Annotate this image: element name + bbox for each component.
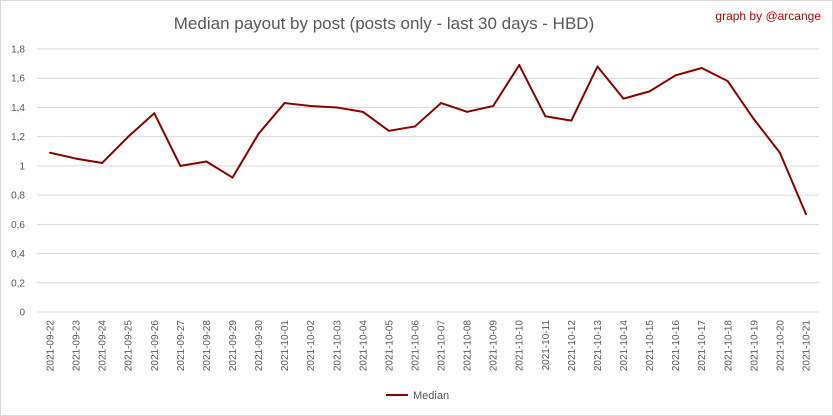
y-tick-label: 0 (19, 308, 25, 319)
x-tick-label: 2021-10-02 (306, 320, 317, 372)
x-axis-ticks: 2021-09-22 2021-09-23 2021-09-24 2021-09-25… (46, 320, 813, 372)
data-point (570, 119, 573, 122)
data-point (778, 151, 781, 154)
x-tick-label: 2021-10-13 (593, 320, 604, 372)
chart-credit: graph by @arcange (715, 9, 821, 23)
data-point (726, 80, 729, 83)
data-point (335, 106, 338, 109)
x-tick-label: 2021-10-17 (697, 320, 708, 372)
x-tick-label: 2021-10-18 (723, 320, 734, 372)
x-tick-label: 2021-10-14 (619, 320, 630, 372)
x-tick-label: 2021-09-30 (254, 320, 265, 372)
x-tick-label: 2021-09-27 (176, 320, 187, 372)
chart-title: Median payout by post (posts only - last… (174, 14, 594, 33)
data-point (179, 164, 182, 167)
y-tick-label: 0,4 (11, 249, 25, 260)
y-tick-label: 1,8 (11, 45, 25, 56)
x-tick-label: 2021-10-15 (645, 320, 656, 372)
data-point (752, 118, 755, 121)
data-point (700, 66, 703, 69)
data-point (101, 161, 104, 164)
data-point (466, 110, 469, 113)
x-tick-label: 2021-09-23 (72, 320, 83, 372)
gridlines (37, 48, 819, 313)
y-axis-ticks: 0 0,2 0,4 0,6 0,8 1 1,2 1,4 1,6 1,8 (11, 45, 25, 319)
data-point (231, 176, 234, 179)
data-point (361, 110, 364, 113)
x-tick-label: 2021-10-01 (280, 320, 291, 372)
y-tick-label: 1,6 (11, 74, 25, 85)
x-tick-label: 2021-09-29 (228, 320, 239, 372)
data-point (596, 65, 599, 68)
series-layer (49, 64, 807, 216)
data-point (153, 112, 156, 115)
series-line-median (49, 64, 807, 215)
y-tick-label: 0,8 (11, 191, 25, 202)
x-tick-label: 2021-10-21 (801, 320, 812, 372)
x-tick-label: 2021-10-05 (384, 320, 395, 372)
x-tick-label: 2021-10-06 (410, 320, 421, 372)
data-point (544, 115, 547, 118)
y-tick-label: 1,2 (11, 132, 25, 143)
data-point (309, 104, 312, 107)
x-tick-label: 2021-10-20 (775, 320, 786, 372)
data-point (75, 157, 78, 160)
x-tick-label: 2021-10-11 (541, 320, 552, 371)
data-point (49, 151, 52, 154)
x-tick-label: 2021-10-10 (515, 320, 526, 372)
x-tick-label: 2021-10-04 (358, 320, 369, 372)
data-point (518, 64, 521, 67)
data-point (648, 90, 651, 93)
data-point (413, 125, 416, 128)
x-tick-label: 2021-10-08 (463, 320, 474, 372)
x-tick-label: 2021-10-16 (671, 320, 682, 372)
data-point (387, 129, 390, 132)
data-point (127, 135, 130, 138)
y-tick-label: 0,2 (11, 278, 25, 289)
data-point (622, 97, 625, 100)
y-tick-label: 0,6 (11, 220, 25, 231)
x-tick-label: 2021-09-28 (202, 320, 213, 372)
x-tick-label: 2021-09-26 (150, 320, 161, 372)
data-point (492, 104, 495, 107)
y-tick-label: 1,4 (11, 103, 25, 114)
legend: Median (386, 390, 449, 402)
data-point (440, 102, 443, 105)
data-point (205, 160, 208, 163)
legend-label-median: Median (413, 390, 449, 402)
x-tick-label: 2021-09-22 (46, 320, 57, 372)
data-point (257, 132, 260, 135)
x-tick-label: 2021-10-07 (437, 320, 448, 372)
x-tick-label: 2021-10-03 (332, 320, 343, 372)
x-tick-label: 2021-09-25 (124, 320, 135, 372)
data-point (804, 213, 807, 216)
x-tick-label: 2021-10-19 (749, 320, 760, 372)
data-point (283, 102, 286, 105)
x-tick-label: 2021-09-24 (98, 320, 109, 372)
x-tick-label: 2021-10-12 (567, 320, 578, 372)
y-tick-label: 1 (19, 161, 25, 172)
data-point (674, 74, 677, 77)
x-tick-label: 2021-10-09 (489, 320, 500, 372)
